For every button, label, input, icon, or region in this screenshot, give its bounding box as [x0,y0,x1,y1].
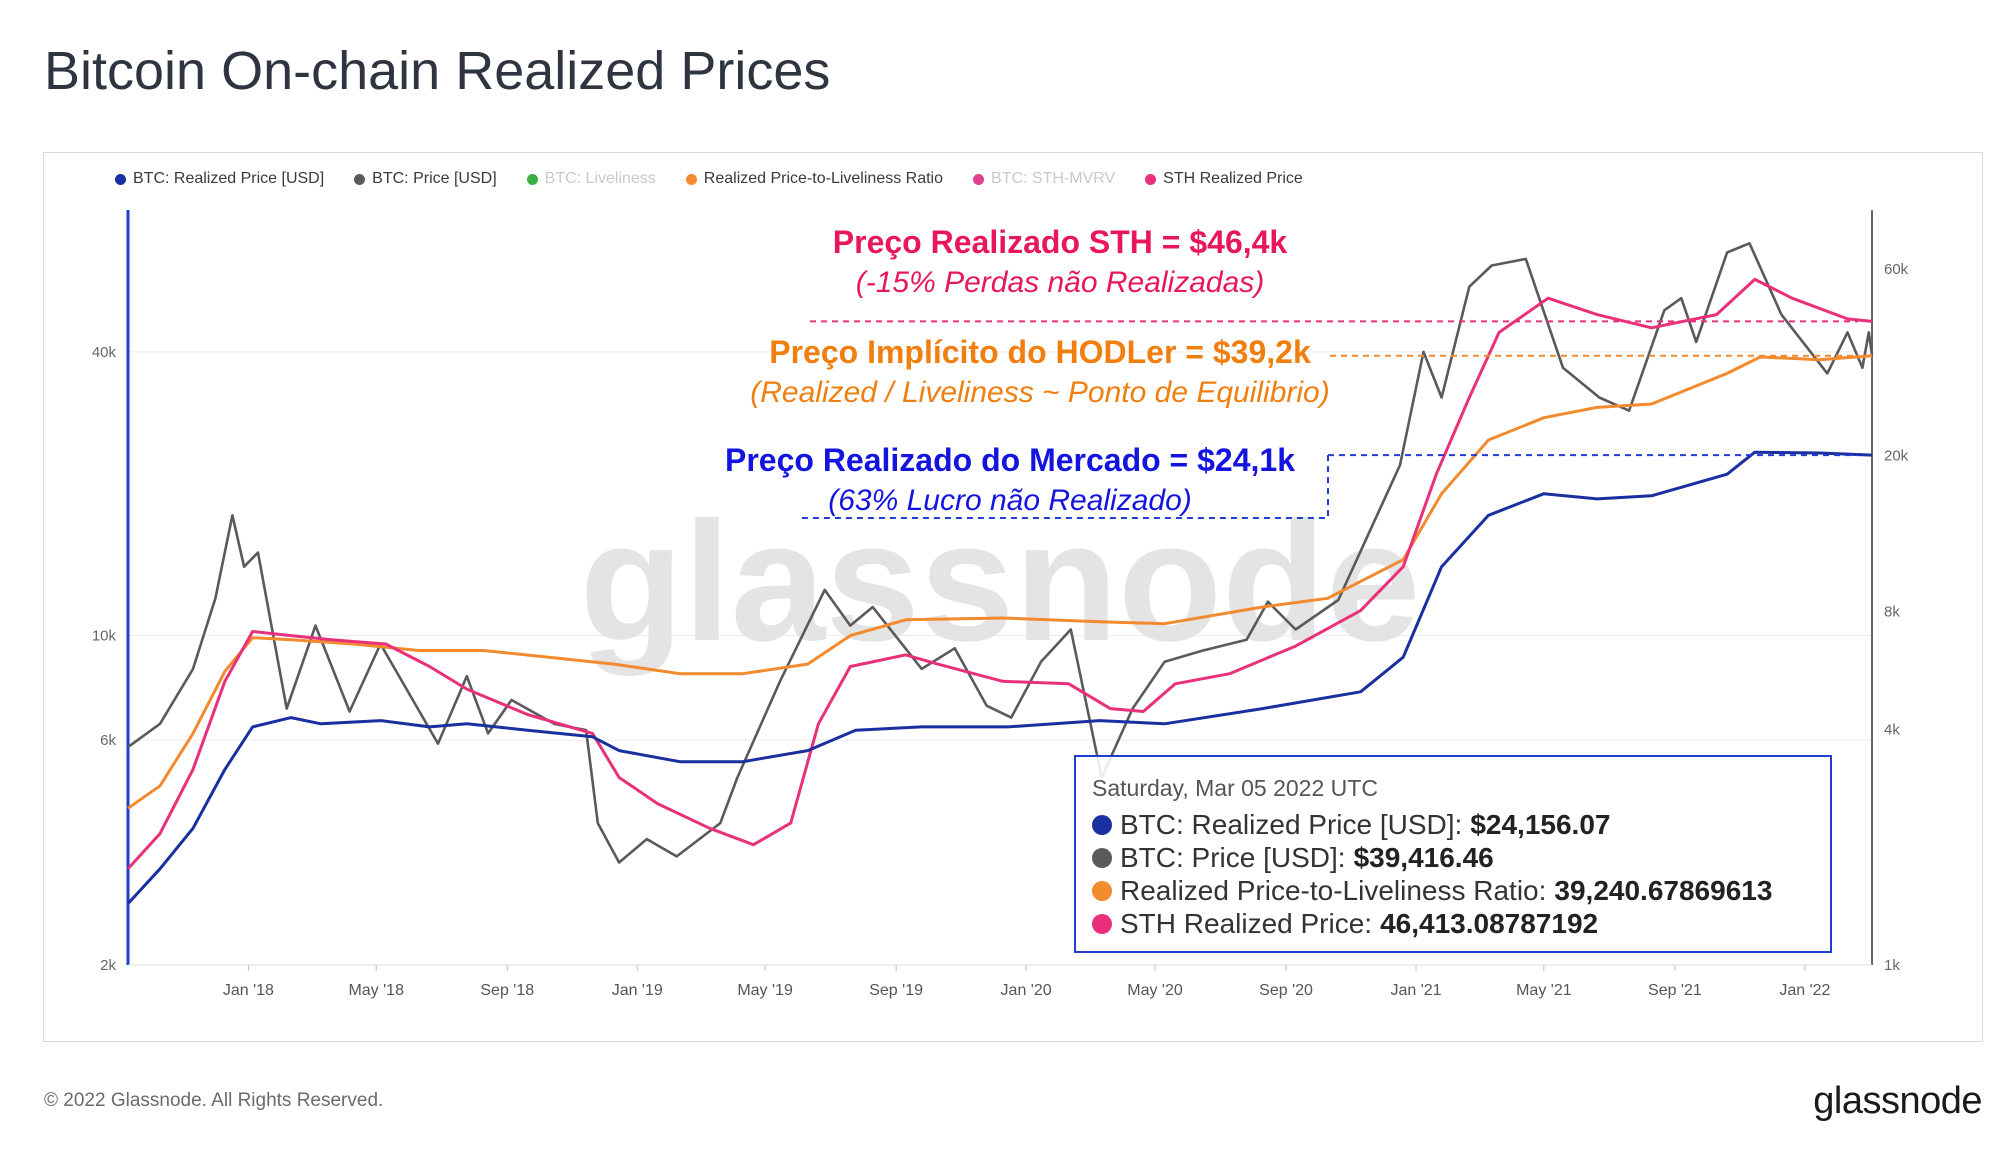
sth-annotation-sub: (-15% Perdas não Realizadas) [855,266,1265,299]
page-title: Bitcoin On-chain Realized Prices [44,41,831,101]
tooltip-value: $39,416.46 [1353,842,1494,873]
x-axis-tick-label: Sep '21 [1648,982,1702,999]
legend-dot [685,173,697,185]
legend-item[interactable]: Realized Price-to-Liveliness Ratio [685,170,944,188]
y-axis-tick-label: 10k [92,628,117,645]
right-axis-tick-label: 20k [1884,448,1909,465]
y-axis-tick-label: 40k [92,344,117,361]
legend-dot [526,173,538,185]
legend-label: BTC: Liveliness [544,170,656,187]
tooltip-label: BTC: Realized Price [USD]: [1120,809,1463,840]
hodler-annotation-sub: (Realized / Liveliness ~ Ponto de Equili… [750,376,1330,409]
tooltip-dot-ratio [1092,880,1112,901]
sth-annotation-title: Preço Realizado STH = $46,4k [832,224,1288,260]
legend-dot [973,173,985,185]
legend-item[interactable]: BTC: Price [USD] [354,170,497,188]
x-axis-tick-label: Jan '19 [612,982,663,999]
tooltip-label: STH Realized Price: [1120,908,1373,939]
tooltip-row-ratio: Realized Price-to-Liveliness Ratio: 39,2… [1092,874,1814,907]
tooltip-label: Realized Price-to-Liveliness Ratio: [1120,875,1547,906]
legend-label: BTC: STH-MVRV [991,170,1116,187]
series-line-realized [126,450,1873,905]
legend-dot [354,173,366,185]
tooltip-date: Saturday, Mar 05 2022 UTC [1092,775,1378,801]
y-axis-tick-label: 6k [100,732,116,749]
market-annotation-sub: (63% Lucro não Realizado) [828,484,1192,517]
tooltip-dot-realized [1092,814,1112,835]
series-line-ratio [127,354,1873,810]
chart-tooltip: Saturday, Mar 05 2022 UTC BTC: Realized … [1074,755,1832,953]
legend-item[interactable]: BTC: Liveliness [526,170,656,188]
x-axis-tick-label: May '21 [1516,982,1572,999]
right-axis-tick-label: 4k [1884,721,1900,738]
x-axis-tick-label: Jan '21 [1390,982,1441,999]
legend-item[interactable]: BTC: STH-MVRV [973,170,1115,188]
x-axis-tick-label: Sep '19 [869,982,923,999]
x-axis-tick-label: Jan '20 [1001,982,1052,999]
x-axis-tick-label: Sep '18 [480,982,534,999]
legend-label: BTC: Price [USD] [372,170,497,187]
x-axis-tick-label: Sep '20 [1259,982,1313,999]
x-axis-tick-label: May '19 [737,982,793,999]
x-axis-tick-label: Jan '18 [223,982,274,999]
legend-label: Realized Price-to-Liveliness Ratio [703,170,944,187]
legend-dot [1145,173,1157,185]
legend-item[interactable]: STH Realized Price [1145,170,1303,188]
tooltip-row-sth: STH Realized Price: 46,413.08787192 [1092,907,1814,940]
tooltip-value: $24,156.07 [1470,809,1611,840]
tooltip-dot-price [1092,847,1112,868]
x-axis-tick-label: May '20 [1127,982,1183,999]
legend-dot [115,173,126,185]
legend-label: BTC: Realized Price [USD] [133,170,325,187]
legend-label: STH Realized Price [1163,170,1303,187]
tooltip-value: 46,413.08787192 [1380,908,1599,939]
series-line-sth [126,277,1873,870]
legend-item[interactable]: BTC: Realized Price [USD] [115,170,324,188]
x-axis-tick-label: May '18 [348,982,404,999]
x-axis-tick-label: Jan '22 [1779,982,1830,999]
hodler-annotation-title: Preço Implícito do HODLer = $39,2k [769,334,1311,370]
market-annotation-title: Preço Realizado do Mercado = $24,1k [724,442,1295,478]
y-axis-tick-label: 2k [100,957,116,974]
copyright-footer: © 2022 Glassnode. All Rights Reserved. [44,1090,384,1111]
tooltip-value: 39,240.67869613 [1554,875,1773,906]
right-axis-tick-label: 60k [1884,261,1909,278]
chart-panel [43,152,1983,1042]
glassnode-logo: glassnode [1813,1080,1982,1122]
tooltip-row-price: BTC: Price [USD]: $39,416.46 [1092,841,1814,874]
tooltip-dot-sth [1092,913,1112,934]
tooltip-label: BTC: Price [USD]: [1120,842,1346,873]
chart-legend: BTC: Realized Price [USD] BTC: Price [USD… [115,170,1303,188]
right-axis-tick-label: 8k [1884,603,1900,620]
right-axis-tick-label: 1k [1884,957,1900,974]
tooltip-row-realized: BTC: Realized Price [USD]: $24,156.07 [1092,808,1814,841]
